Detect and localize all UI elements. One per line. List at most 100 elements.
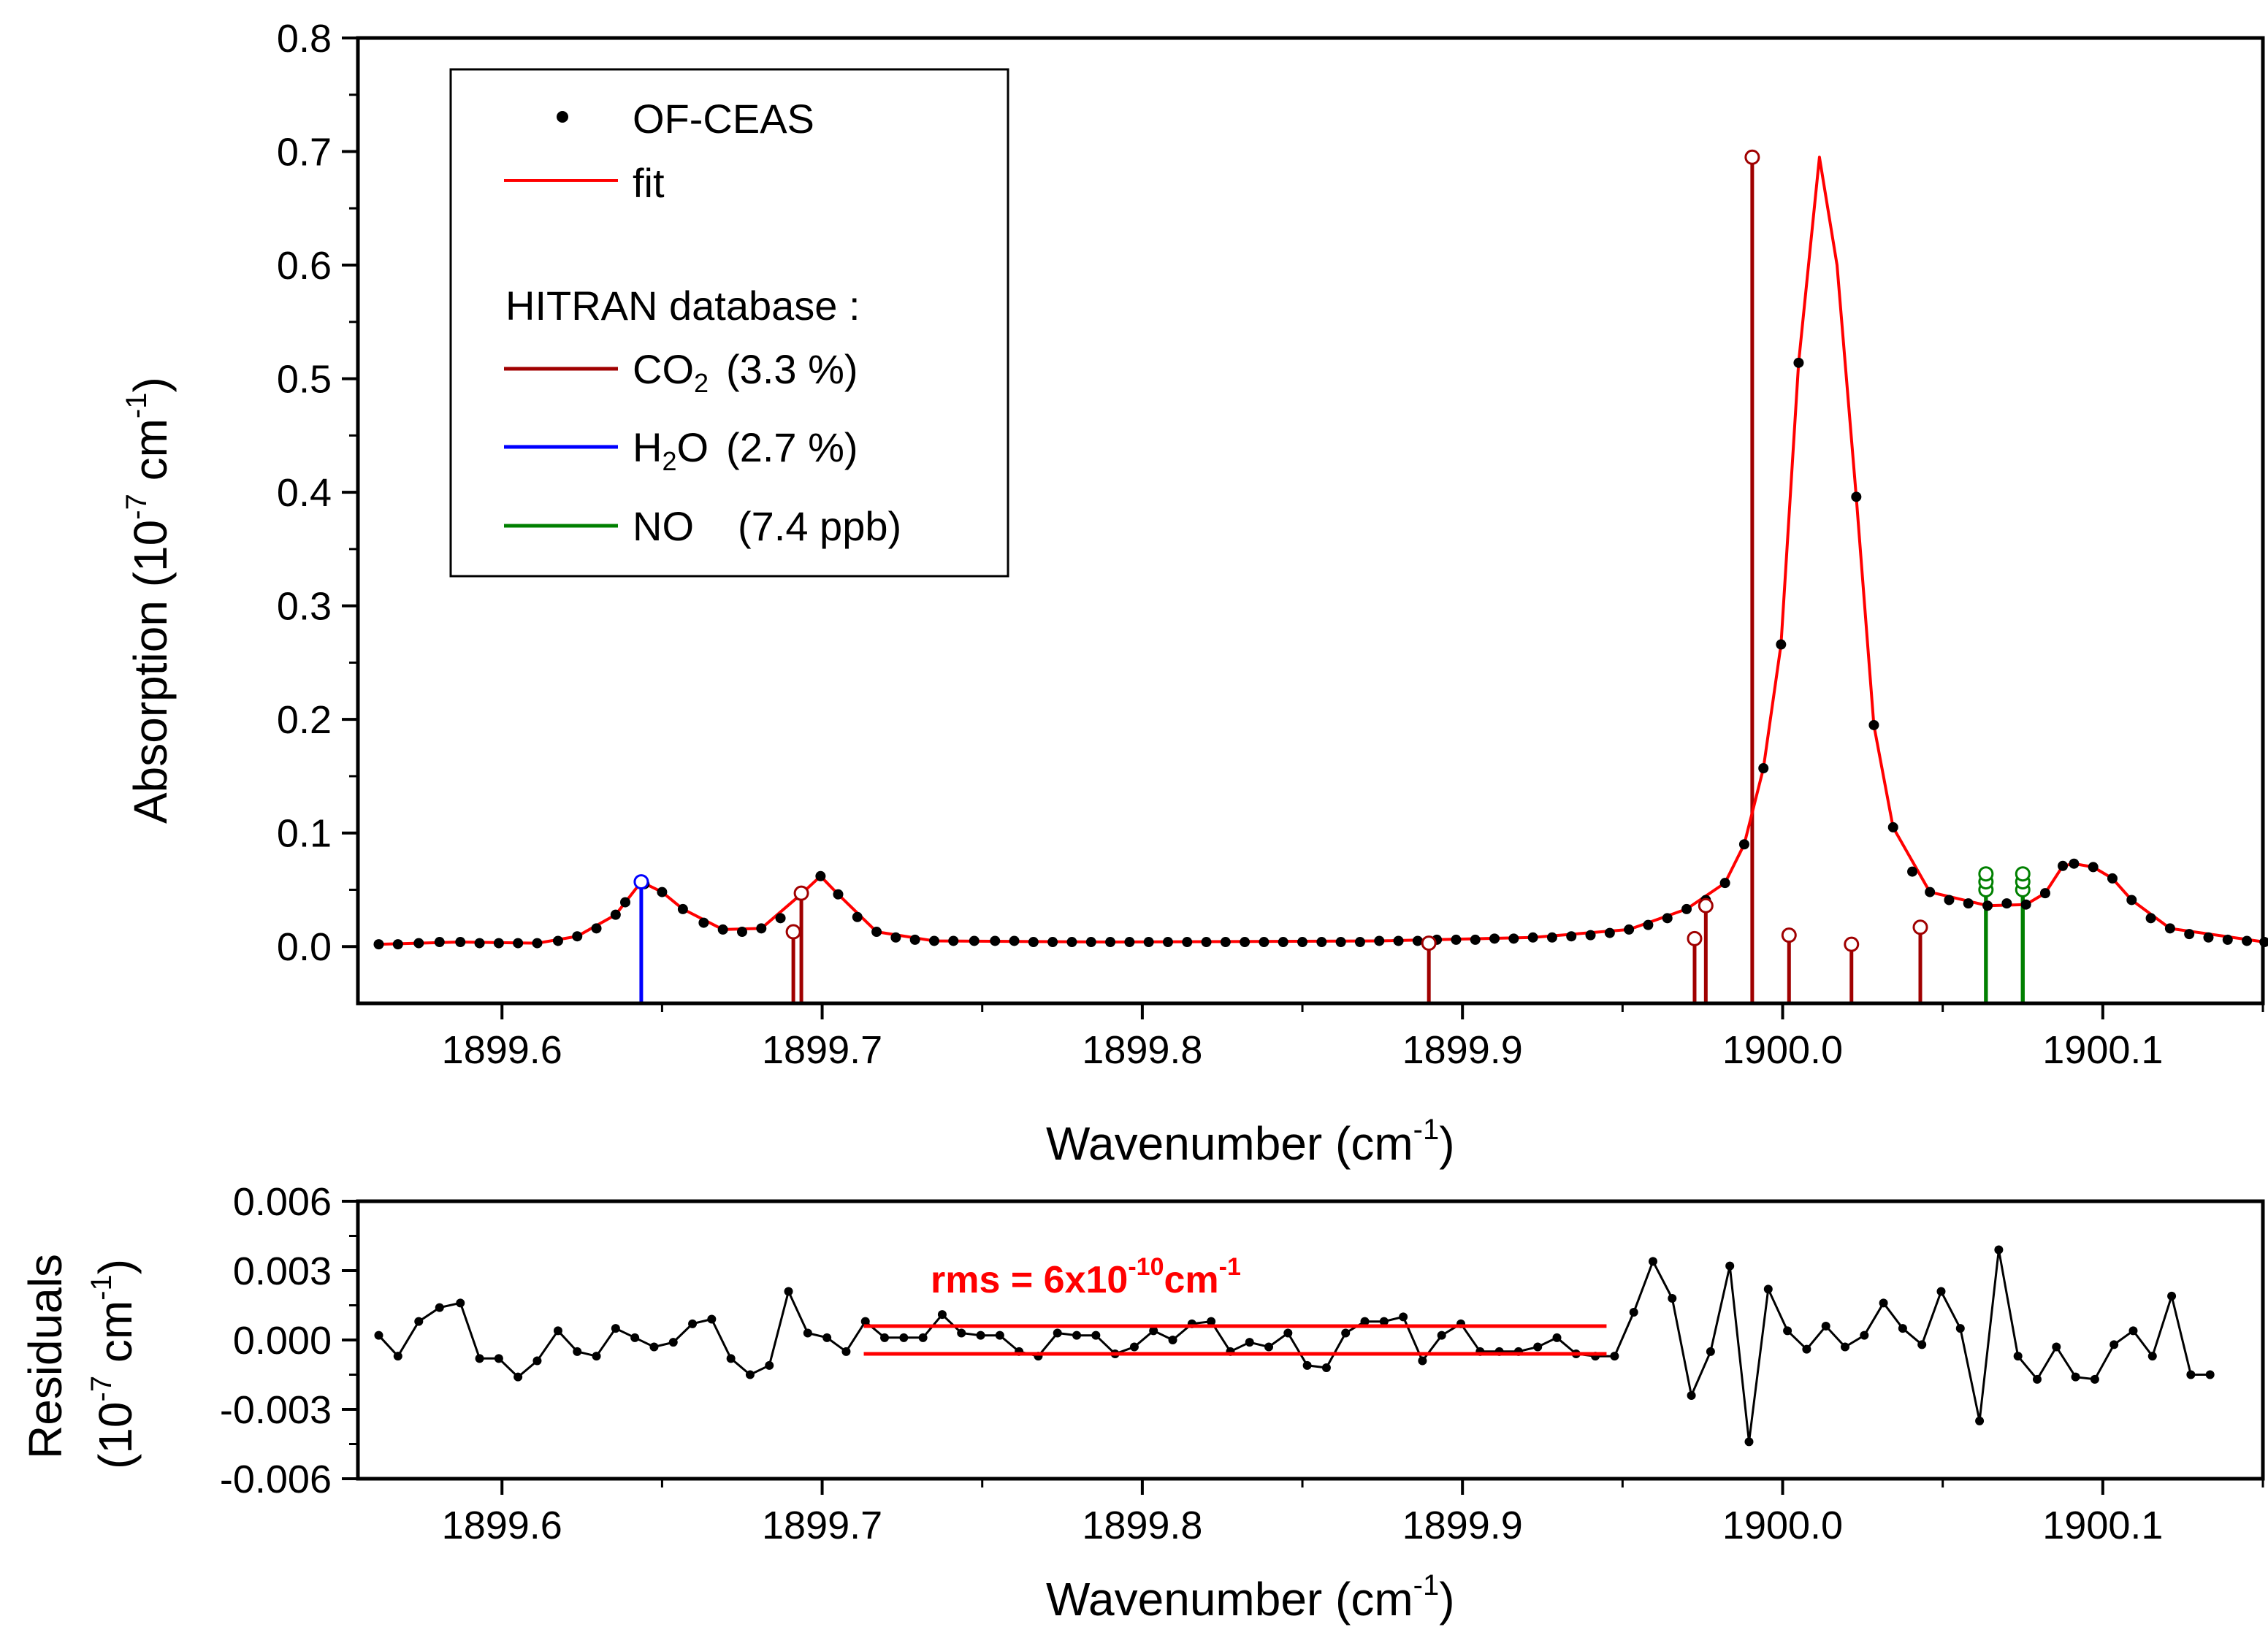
ofceas-point bbox=[373, 939, 384, 950]
residual-point bbox=[1840, 1342, 1849, 1352]
residual-point bbox=[1283, 1328, 1293, 1338]
x-tick-label: 1900.1 bbox=[2042, 1504, 2163, 1547]
ofceas-point bbox=[928, 935, 939, 946]
residual-point bbox=[532, 1356, 542, 1366]
ofceas-point bbox=[1105, 937, 1116, 948]
y-tick-label: 0.000 bbox=[233, 1319, 332, 1363]
residual-point bbox=[435, 1303, 444, 1312]
y-tick-label: 0.2 bbox=[277, 698, 332, 742]
residual-point bbox=[1418, 1356, 1427, 1366]
ofceas-point bbox=[2088, 862, 2099, 873]
residual-point bbox=[1725, 1261, 1735, 1271]
residual-point bbox=[513, 1372, 523, 1382]
ofceas-point bbox=[1278, 937, 1288, 948]
residual-point bbox=[1091, 1330, 1101, 1340]
ofceas-point bbox=[619, 897, 630, 908]
legend-ofceas-marker bbox=[557, 111, 568, 123]
residual-point bbox=[456, 1298, 465, 1308]
residual-point bbox=[2186, 1370, 2196, 1379]
ofceas-point bbox=[1316, 937, 1327, 948]
ofceas-point bbox=[1643, 919, 1654, 930]
residual-point bbox=[1821, 1322, 1830, 1330]
bottom-plot-frame bbox=[356, 1199, 2265, 1481]
residual-point bbox=[1321, 1363, 1331, 1372]
x-tick-label: 1900.1 bbox=[2042, 1028, 2163, 1072]
y-tick-label: 0.7 bbox=[277, 131, 332, 175]
residual-point bbox=[1149, 1326, 1158, 1336]
y-tick-label: 0.003 bbox=[233, 1249, 332, 1293]
residual-point bbox=[1879, 1298, 1888, 1308]
ofceas-point bbox=[1143, 937, 1154, 948]
bottom-panel: 1899.6 1899.7 1899.8 1899.9 1900.0 1900.1 -0.0… bbox=[19, 1180, 2265, 1626]
ofceas-point bbox=[2069, 858, 2080, 869]
ofceas-point bbox=[552, 935, 563, 946]
top-y-axis-title: Absorption (10-7 cm-1) bbox=[121, 377, 177, 824]
ofceas-point bbox=[1907, 866, 1918, 877]
residual-point bbox=[1687, 1391, 1696, 1400]
ofceas-point bbox=[2107, 873, 2118, 884]
ofceas-point bbox=[1259, 937, 1269, 948]
hitran-co2-marker bbox=[1698, 897, 1714, 914]
residual-point bbox=[553, 1326, 562, 1336]
ofceas-point bbox=[1719, 878, 1730, 889]
ofceas-point bbox=[948, 935, 959, 946]
ofceas-point bbox=[657, 887, 668, 897]
ofceas-point bbox=[1240, 937, 1251, 948]
ofceas-point bbox=[1028, 937, 1039, 948]
residual-point bbox=[841, 1347, 851, 1356]
y-tick-label: 0.6 bbox=[277, 244, 332, 288]
residual-point bbox=[2071, 1372, 2080, 1382]
ofceas-point bbox=[513, 938, 524, 949]
ofceas-point bbox=[1354, 937, 1365, 948]
ofceas-point bbox=[1451, 934, 1462, 945]
residual-point bbox=[707, 1314, 717, 1324]
ofceas-point bbox=[736, 927, 747, 938]
ofceas-point bbox=[1624, 924, 1635, 935]
residual-point bbox=[1245, 1338, 1254, 1347]
ofceas-point bbox=[1066, 937, 1077, 948]
legend-h2o-label: H2O (2.7 %) bbox=[633, 424, 858, 476]
ofceas-point bbox=[1925, 887, 1936, 897]
residual-point bbox=[2167, 1291, 2177, 1301]
ofceas-point bbox=[1758, 763, 1769, 774]
residual-point bbox=[414, 1317, 424, 1326]
residual-point bbox=[1129, 1342, 1139, 1352]
residual-point bbox=[611, 1324, 620, 1333]
ofceas-point bbox=[610, 909, 621, 920]
ofceas-point bbox=[717, 924, 728, 935]
x-tick-label: 1899.9 bbox=[1402, 1504, 1523, 1547]
residual-point bbox=[1264, 1342, 1274, 1352]
ofceas-point bbox=[1489, 933, 1500, 944]
residual-point bbox=[937, 1310, 947, 1320]
ofceas-point bbox=[2203, 932, 2214, 943]
residual-point bbox=[393, 1352, 402, 1361]
residual-point bbox=[918, 1333, 928, 1342]
legend-no-label: NO (7.4 ppb) bbox=[633, 503, 901, 549]
ofceas-point bbox=[1470, 934, 1481, 945]
hitran-co2-marker bbox=[1687, 930, 1703, 946]
ofceas-point bbox=[969, 935, 980, 946]
ofceas-point bbox=[1738, 839, 1749, 850]
residual-point bbox=[822, 1333, 832, 1342]
residual-point bbox=[1783, 1326, 1792, 1336]
ofceas-point bbox=[1297, 937, 1308, 948]
ofceas-point bbox=[698, 917, 709, 928]
residual-point bbox=[1168, 1336, 1177, 1344]
bottom-x-axis-title: Wavenumber (cm-1) bbox=[1046, 1569, 1455, 1626]
residual-point bbox=[1955, 1324, 1965, 1333]
ofceas-point bbox=[1374, 935, 1385, 946]
ofceas-point bbox=[1201, 937, 1212, 948]
ofceas-point bbox=[1335, 937, 1346, 948]
ofceas-point bbox=[1124, 937, 1135, 948]
ofceas-point bbox=[677, 903, 688, 914]
y-tick-label: 0.4 bbox=[277, 471, 332, 515]
ofceas-point bbox=[1412, 935, 1423, 946]
x-tick-label: 1899.7 bbox=[762, 1028, 882, 1072]
ofceas-point bbox=[1162, 937, 1173, 948]
x-tick-label: 1899.6 bbox=[442, 1028, 562, 1072]
residual-point bbox=[745, 1370, 755, 1379]
residual-point bbox=[630, 1333, 640, 1342]
hitran-co2-marker bbox=[1421, 935, 1437, 951]
legend-ofceas-label: OF-CEAS bbox=[633, 96, 814, 142]
